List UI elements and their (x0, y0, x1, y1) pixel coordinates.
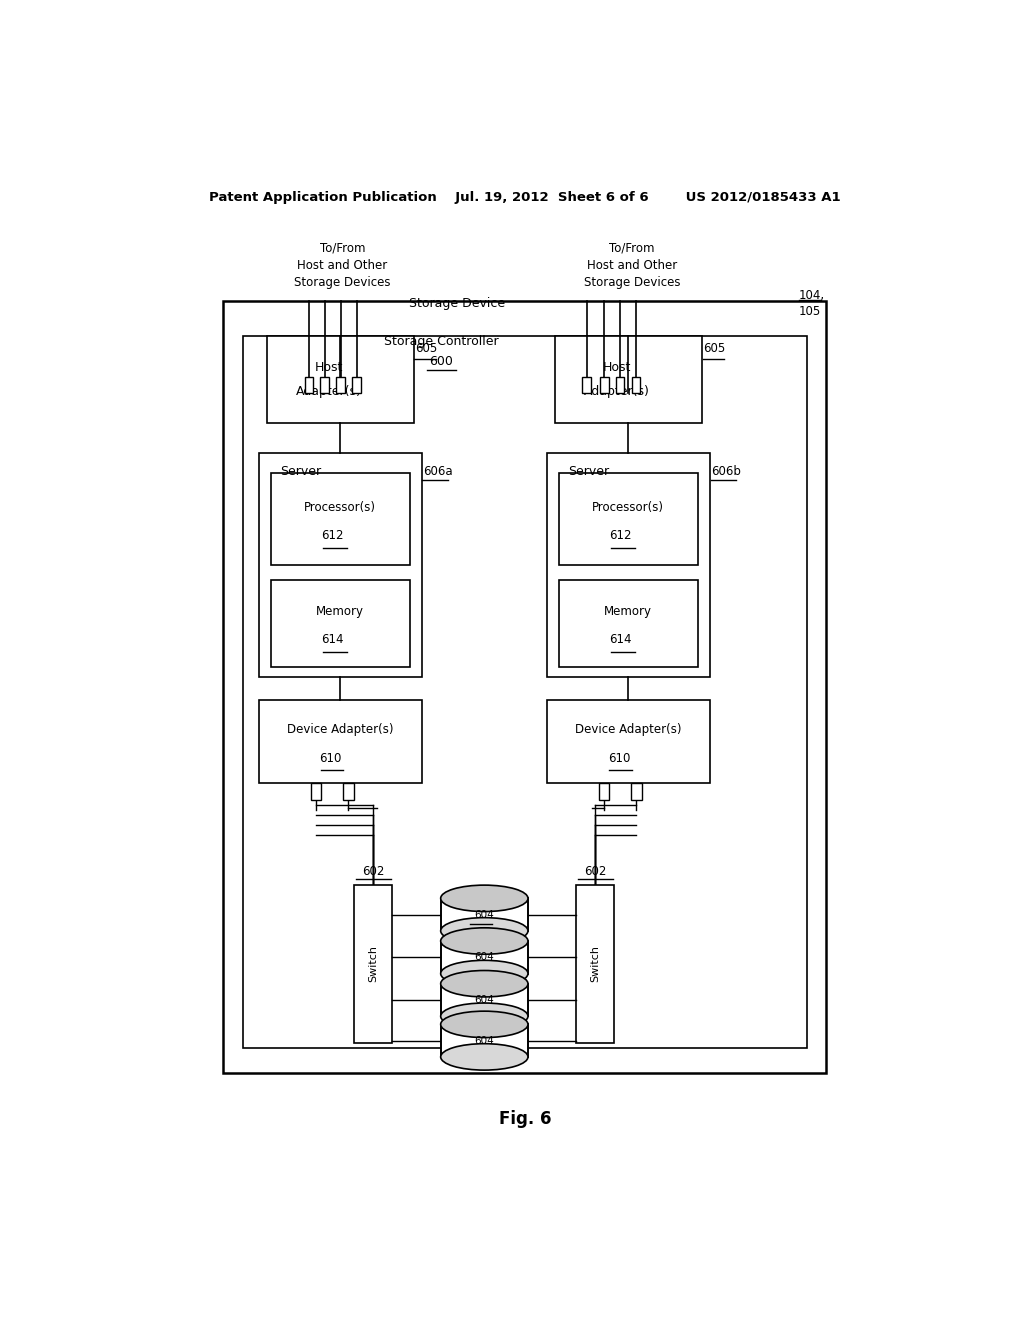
Text: Switch: Switch (591, 945, 600, 982)
Text: 612: 612 (609, 529, 632, 543)
Text: Host: Host (314, 360, 343, 374)
Bar (599, 784, 609, 800)
Text: 600: 600 (429, 355, 454, 368)
Ellipse shape (440, 886, 528, 912)
Bar (559, 581, 697, 667)
Bar (243, 337, 807, 1048)
Bar (632, 378, 640, 393)
Text: 610: 610 (607, 751, 630, 764)
Bar (352, 378, 360, 393)
Text: 604: 604 (474, 909, 495, 920)
Text: Storage Device: Storage Device (410, 297, 506, 310)
Bar (259, 453, 422, 677)
Bar (547, 453, 710, 677)
Bar (336, 378, 345, 393)
Bar (321, 378, 329, 393)
Text: Patent Application Publication    Jul. 19, 2012  Sheet 6 of 6        US 2012/018: Patent Application Publication Jul. 19, … (209, 190, 841, 203)
Text: 610: 610 (319, 751, 342, 764)
Text: 614: 614 (322, 634, 344, 647)
Bar (270, 474, 410, 565)
Bar (440, 1024, 528, 1057)
Text: 602: 602 (585, 866, 606, 878)
Text: Storage Controller: Storage Controller (384, 335, 499, 348)
Text: 604: 604 (474, 1036, 495, 1045)
Text: 604: 604 (474, 952, 495, 962)
Text: Processor(s): Processor(s) (592, 500, 665, 513)
Ellipse shape (440, 961, 528, 987)
Text: 605: 605 (703, 342, 726, 355)
Ellipse shape (440, 1044, 528, 1071)
Text: To/From
Host and Other
Storage Devices: To/From Host and Other Storage Devices (294, 242, 390, 289)
Bar (310, 784, 322, 800)
Bar (354, 886, 392, 1043)
Bar (547, 700, 710, 784)
Bar (600, 378, 608, 393)
Bar (270, 581, 410, 667)
Text: Memory: Memory (316, 605, 365, 618)
Bar (440, 899, 528, 931)
Ellipse shape (440, 1003, 528, 1030)
Bar (440, 941, 528, 974)
Ellipse shape (440, 917, 528, 944)
Bar (632, 784, 642, 800)
Bar (440, 983, 528, 1016)
Text: 606b: 606b (712, 466, 741, 478)
Text: 602: 602 (362, 866, 384, 878)
Bar (577, 886, 614, 1043)
Ellipse shape (440, 1011, 528, 1038)
Bar (223, 301, 826, 1073)
Ellipse shape (440, 928, 528, 954)
Bar (559, 474, 697, 565)
Text: Server: Server (567, 466, 609, 478)
Text: Adapter(s): Adapter(s) (584, 385, 649, 399)
Bar (343, 784, 353, 800)
Text: Memory: Memory (604, 605, 652, 618)
Text: Device Adapter(s): Device Adapter(s) (287, 723, 393, 737)
Bar (259, 700, 422, 784)
Bar (615, 378, 625, 393)
Text: 605: 605 (416, 342, 437, 355)
Bar (555, 337, 701, 422)
Text: To/From
Host and Other
Storage Devices: To/From Host and Other Storage Devices (584, 242, 680, 289)
Bar (304, 378, 313, 393)
Text: Device Adapter(s): Device Adapter(s) (575, 723, 682, 737)
Text: 614: 614 (609, 634, 632, 647)
Text: Adapter(s): Adapter(s) (296, 385, 361, 399)
Text: Processor(s): Processor(s) (304, 500, 376, 513)
Text: 104,
105: 104, 105 (799, 289, 824, 318)
Text: Host: Host (602, 360, 631, 374)
Text: 606a: 606a (423, 466, 453, 478)
Text: 612: 612 (322, 529, 344, 543)
Ellipse shape (440, 970, 528, 997)
Text: 604: 604 (474, 995, 495, 1005)
Text: Fig. 6: Fig. 6 (499, 1110, 551, 1127)
Text: Switch: Switch (369, 945, 378, 982)
Text: Server: Server (280, 466, 321, 478)
Bar (267, 337, 414, 422)
Bar (583, 378, 591, 393)
